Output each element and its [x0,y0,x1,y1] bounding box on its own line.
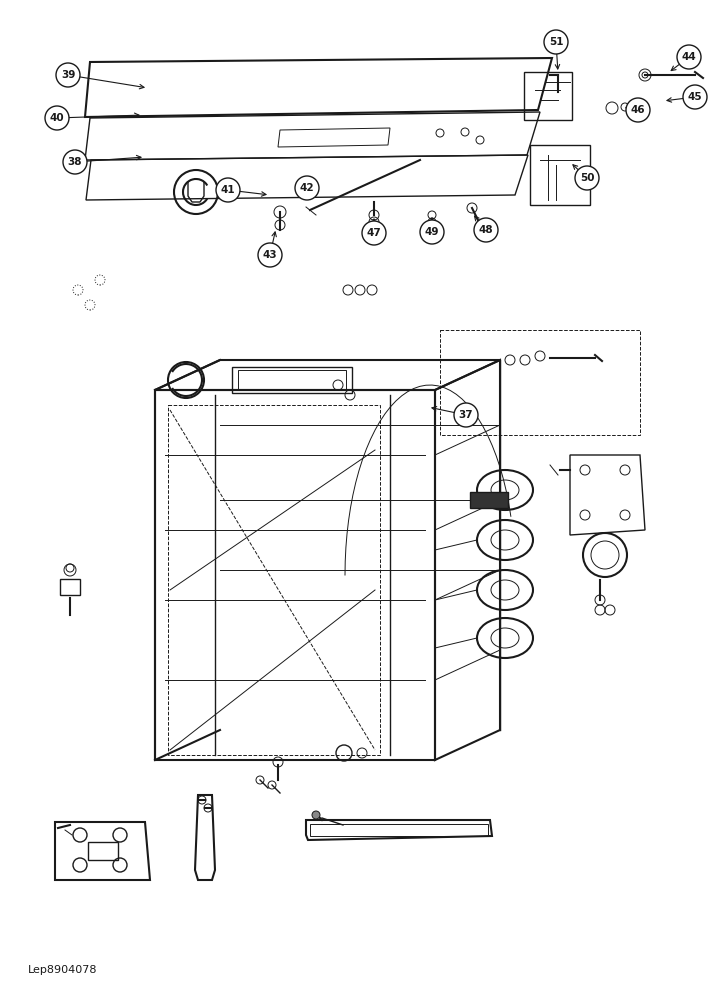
Circle shape [312,811,320,819]
Text: 51: 51 [549,37,564,47]
Circle shape [677,45,701,69]
Circle shape [544,30,568,54]
Text: 40: 40 [50,113,64,123]
Text: 45: 45 [687,92,702,102]
Circle shape [454,403,478,427]
Text: Lep8904078: Lep8904078 [28,965,98,975]
Text: 41: 41 [221,185,235,195]
Text: 49: 49 [425,227,439,237]
Circle shape [295,176,319,200]
Circle shape [45,106,69,130]
Circle shape [63,150,87,174]
Circle shape [575,166,599,190]
Text: 37: 37 [459,410,474,420]
Circle shape [56,63,80,87]
Bar [470,492,508,508]
Text: 42: 42 [299,183,314,193]
Circle shape [683,85,707,109]
Circle shape [474,218,498,242]
Circle shape [216,178,240,202]
Circle shape [420,220,444,244]
Text: 50: 50 [580,173,594,183]
Text: 48: 48 [479,225,493,235]
Circle shape [362,221,386,245]
Text: 43: 43 [263,250,278,260]
Circle shape [258,243,282,267]
Bar [60,579,80,595]
Bar [88,842,118,860]
Text: 39: 39 [61,70,75,80]
Circle shape [626,98,650,122]
Text: 44: 44 [682,52,697,62]
Text: 47: 47 [367,228,382,238]
Text: 38: 38 [68,157,82,167]
Text: 46: 46 [631,105,645,115]
